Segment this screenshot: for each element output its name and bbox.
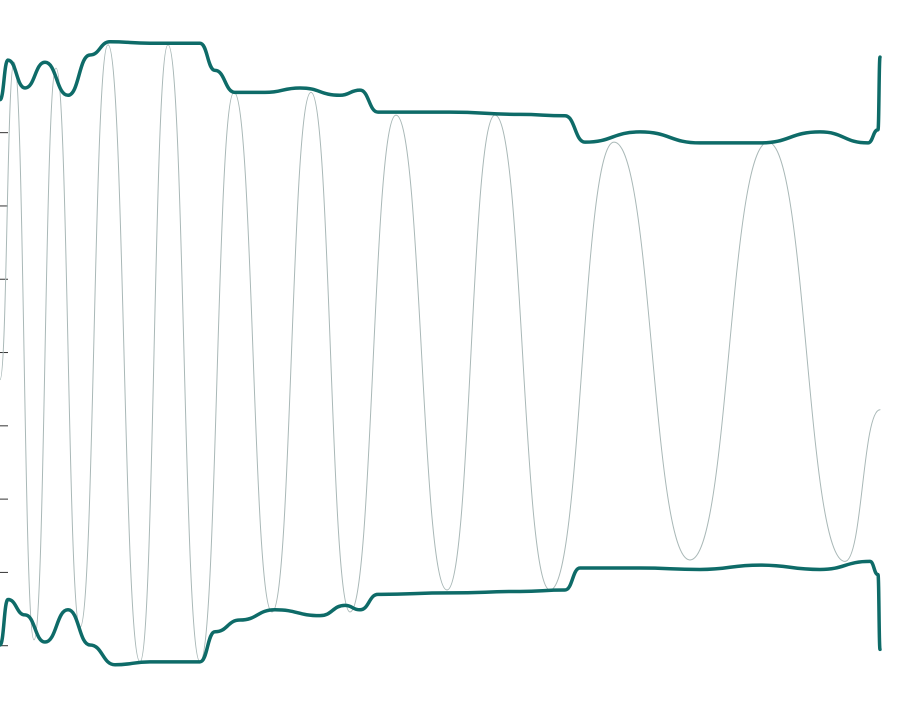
line-series	[0, 559, 882, 667]
line-series	[0, 44, 881, 663]
line-series	[0, 40, 882, 145]
